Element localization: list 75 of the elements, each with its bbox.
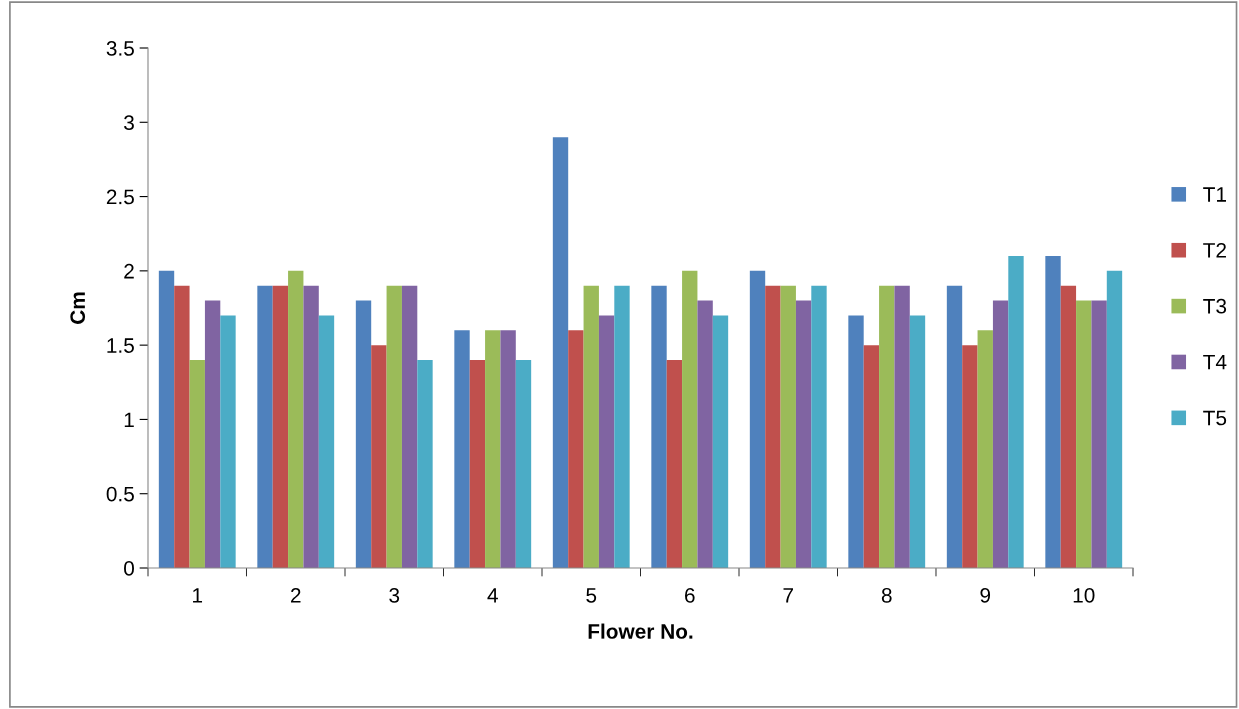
bar xyxy=(568,330,584,568)
y-tick-label: 1.5 xyxy=(107,338,134,353)
y-tick-label: 1 xyxy=(124,412,134,427)
y-tick-label: 2.5 xyxy=(106,189,134,205)
bar xyxy=(257,285,273,568)
legend-label: T5 xyxy=(1203,410,1227,426)
x-tick-label: 6 xyxy=(685,587,695,603)
bar xyxy=(682,270,698,568)
x-tick-label: 3 xyxy=(389,587,400,603)
bar xyxy=(1045,256,1061,568)
bar xyxy=(848,315,864,568)
bar xyxy=(485,330,501,568)
bar xyxy=(1091,300,1107,568)
x-tick-label: 7 xyxy=(783,588,793,603)
x-tick-label: 1 xyxy=(193,588,203,603)
x-tick-label: 10 xyxy=(1073,587,1095,603)
bar xyxy=(879,285,895,568)
bar xyxy=(417,360,433,568)
legend-label: T1 xyxy=(1203,187,1226,202)
bar xyxy=(371,345,387,568)
x-tick-label: 5 xyxy=(586,588,597,603)
bar xyxy=(863,345,880,568)
bar xyxy=(1060,285,1077,568)
bar xyxy=(666,360,683,568)
bar xyxy=(909,315,926,568)
bar xyxy=(583,285,599,568)
bar xyxy=(174,285,190,568)
bar xyxy=(204,300,221,568)
bar xyxy=(355,300,372,568)
bar xyxy=(780,285,796,568)
bar xyxy=(386,285,402,568)
bar xyxy=(946,285,963,568)
bar xyxy=(894,285,910,568)
bar xyxy=(614,285,630,568)
bar xyxy=(1008,256,1024,568)
bar xyxy=(765,285,781,568)
bar xyxy=(500,330,516,568)
bar xyxy=(158,270,175,568)
x-axis-title: Flower No. xyxy=(588,623,693,639)
bar xyxy=(1076,300,1092,568)
bar xyxy=(1106,270,1123,568)
bar xyxy=(288,270,304,568)
bar xyxy=(552,137,569,568)
legend-label: T3 xyxy=(1203,298,1227,314)
bar xyxy=(401,285,418,568)
bar xyxy=(598,315,615,568)
y-tick-label: 0 xyxy=(124,561,134,576)
bar xyxy=(977,330,993,568)
legend-label: T4 xyxy=(1203,354,1227,370)
y-tick-label: 3.5 xyxy=(106,41,134,56)
bar xyxy=(220,315,236,568)
y-tick-label: 2 xyxy=(124,263,134,279)
bar xyxy=(272,285,289,568)
bar xyxy=(749,270,766,568)
bar xyxy=(515,360,532,568)
x-tick-label: 2 xyxy=(291,587,301,603)
x-tick-label: 8 xyxy=(881,587,892,603)
x-tick-label: 4 xyxy=(487,588,498,603)
bar xyxy=(992,300,1009,568)
bar xyxy=(697,300,713,568)
bar xyxy=(189,360,205,568)
bar xyxy=(651,285,667,568)
x-tick-label: 9 xyxy=(980,587,991,603)
bar xyxy=(303,285,319,568)
bar xyxy=(469,360,486,568)
bar xyxy=(454,330,470,568)
legend-label: T2 xyxy=(1203,242,1226,258)
bar xyxy=(811,285,827,568)
y-tick-label: 0.5 xyxy=(106,486,134,502)
bar xyxy=(318,315,335,568)
bar xyxy=(795,300,812,568)
bar xyxy=(712,315,729,568)
y-axis-title: Cm xyxy=(70,292,86,324)
bar xyxy=(962,345,978,568)
y-tick-label: 3 xyxy=(124,115,134,131)
